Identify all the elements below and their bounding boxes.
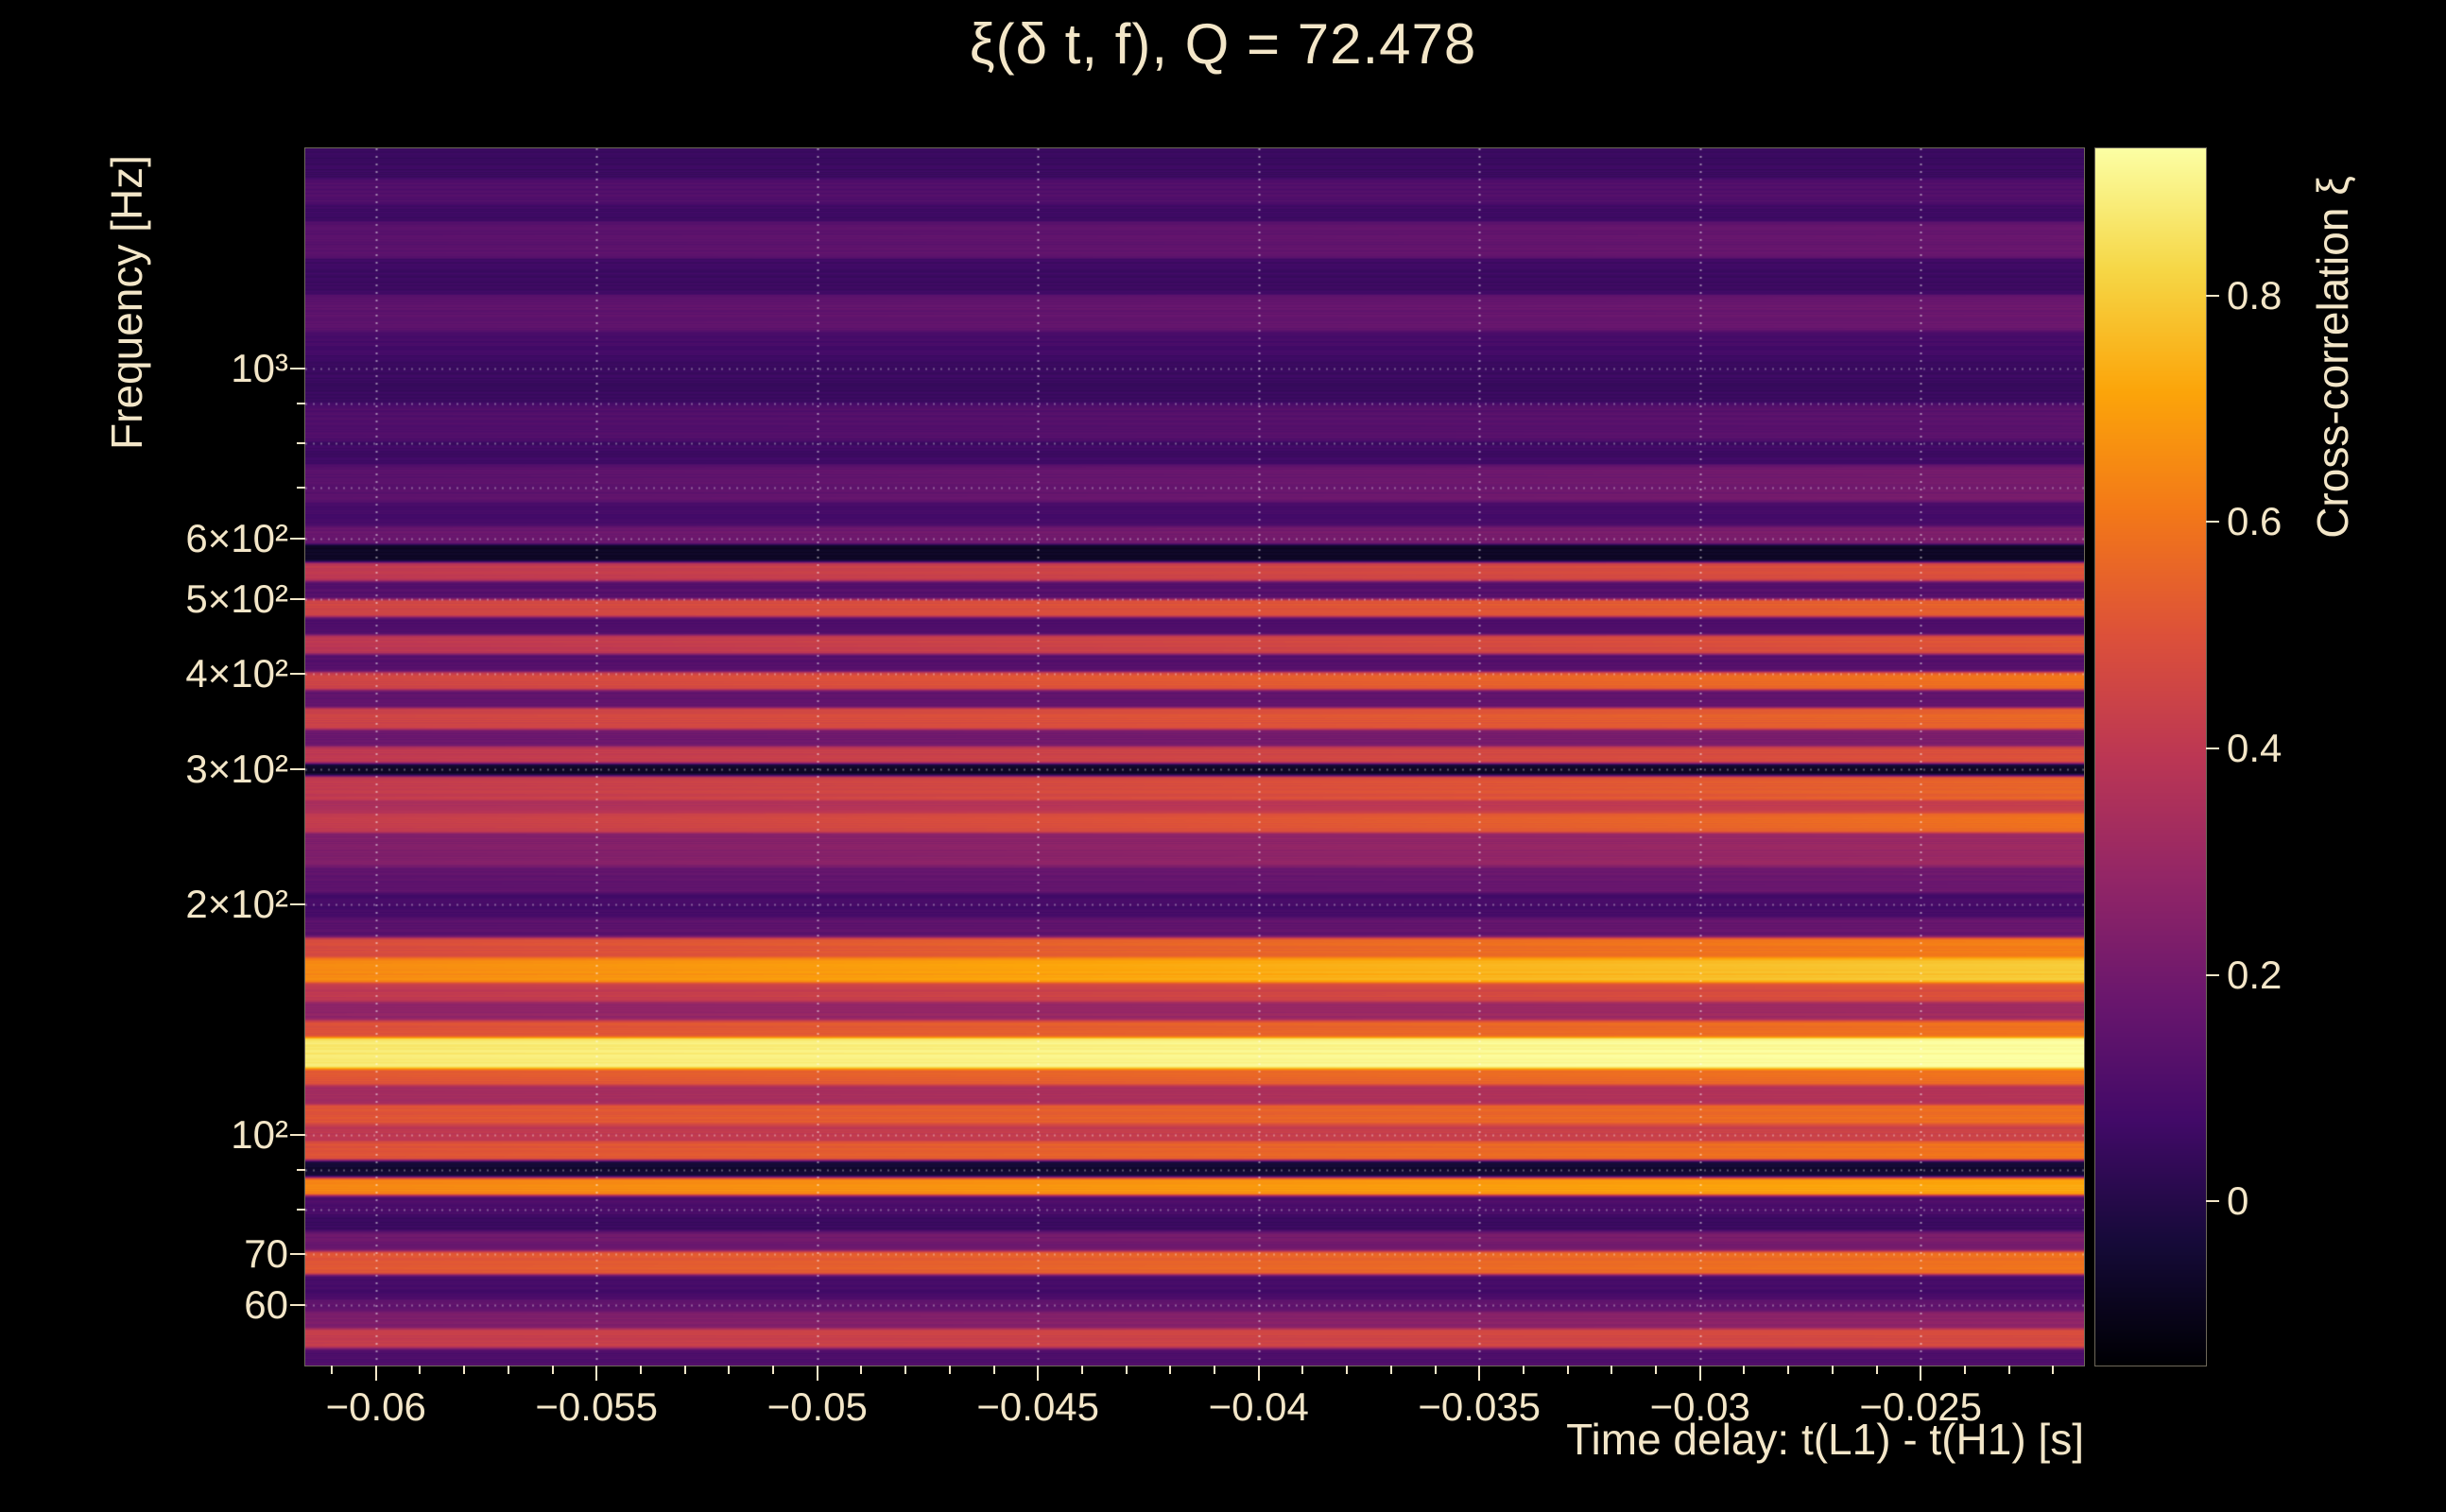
x-minor-tick [728, 1366, 731, 1374]
colorbar-tick [2206, 747, 2219, 749]
x-minor-tick [507, 1366, 509, 1374]
x-minor-tick [1655, 1366, 1657, 1374]
x-minor-tick [419, 1366, 422, 1374]
x-major-tick [816, 1366, 818, 1381]
x-major-tick [1257, 1366, 1260, 1381]
y-axis-label: Frequency [Hz] [102, 155, 151, 450]
x-minor-tick [860, 1366, 863, 1374]
y-major-tick [290, 1252, 305, 1255]
x-minor-tick [1346, 1366, 1349, 1374]
x-axis-label: Time delay: t(L1) - t(H1) [s] [1566, 1415, 2084, 1464]
x-minor-tick [463, 1366, 466, 1374]
x-minor-tick [1434, 1366, 1437, 1374]
x-minor-tick [1389, 1366, 1392, 1374]
y-major-tick [290, 672, 305, 675]
colorbar-tick-label: 0.8 [2227, 272, 2282, 318]
x-major-tick [1698, 1366, 1701, 1381]
x-major-tick [1037, 1366, 1040, 1381]
x-minor-tick [2052, 1366, 2055, 1374]
x-tick-label: −0.05 [767, 1384, 868, 1429]
x-minor-tick [1080, 1366, 1083, 1374]
x-minor-tick [1214, 1366, 1215, 1374]
x-minor-tick [1566, 1366, 1569, 1374]
colorbar-label: Cross-correlation ξ [2308, 176, 2357, 539]
x-tick-label: −0.04 [1208, 1384, 1309, 1429]
y-minor-tick [297, 403, 305, 405]
colorbar-tick-label: 0.4 [2227, 726, 2282, 770]
x-tick-label: −0.045 [976, 1384, 1100, 1429]
y-major-tick [290, 598, 305, 601]
x-major-tick [1478, 1366, 1481, 1381]
y-tick-label: 3×10² [185, 747, 288, 792]
y-minor-tick [297, 441, 305, 444]
x-minor-tick [331, 1366, 334, 1374]
y-major-tick [290, 538, 305, 541]
x-tick-label: −0.03 [1649, 1384, 1750, 1429]
colorbar-tick [2206, 521, 2219, 524]
y-tick-label: 2×10² [185, 881, 288, 926]
x-tick-label: −0.06 [325, 1384, 426, 1429]
colorbar-tick [2206, 1200, 2219, 1203]
x-tick-label: −0.035 [1418, 1384, 1542, 1429]
x-minor-tick [1743, 1366, 1746, 1374]
colorbar-tick-label: 0.6 [2227, 499, 2282, 544]
x-minor-tick [1125, 1366, 1128, 1374]
y-tick-label: 10² [231, 1111, 288, 1157]
x-minor-tick [2007, 1366, 2010, 1374]
y-major-tick [290, 1303, 305, 1306]
y-tick-label: 5×10² [185, 576, 288, 622]
x-major-tick [595, 1366, 598, 1381]
x-major-tick [1920, 1366, 1922, 1381]
x-minor-tick [992, 1366, 995, 1374]
x-minor-tick [551, 1366, 554, 1374]
x-major-tick [374, 1366, 377, 1381]
x-tick-label: −0.025 [1859, 1384, 1983, 1429]
x-minor-tick [683, 1366, 686, 1374]
y-major-tick [290, 1133, 305, 1136]
y-tick-label: 60 [244, 1281, 288, 1327]
x-minor-tick [1831, 1366, 1834, 1374]
y-major-tick [290, 902, 305, 905]
heatmap-canvas [305, 148, 2084, 1366]
y-minor-tick [297, 1169, 305, 1172]
x-minor-tick [948, 1366, 951, 1374]
chart-title: ξ(δ t, f), Q = 72.478 [969, 12, 1477, 76]
y-tick-label: 10³ [231, 346, 288, 391]
y-minor-tick [297, 486, 305, 489]
y-tick-label: 4×10² [185, 650, 288, 696]
x-minor-tick [772, 1366, 775, 1374]
y-tick-label: 70 [244, 1230, 288, 1276]
colorbar-tick-label: 0.2 [2227, 952, 2282, 997]
x-minor-tick [1875, 1366, 1878, 1374]
x-minor-tick [1963, 1366, 1966, 1374]
y-major-tick [290, 768, 305, 771]
x-minor-tick [1169, 1366, 1172, 1374]
x-minor-tick [904, 1366, 907, 1374]
x-minor-tick [1611, 1366, 1613, 1374]
y-tick-label: 6×10² [185, 516, 288, 561]
colorbar-tick-label: 0 [2227, 1178, 2249, 1224]
y-major-tick [290, 368, 305, 370]
x-minor-tick [1522, 1366, 1524, 1374]
colorbar-tick [2206, 973, 2219, 976]
y-minor-tick [297, 1208, 305, 1211]
x-minor-tick [1301, 1366, 1304, 1374]
x-minor-tick [1787, 1366, 1790, 1374]
colorbar-tick [2206, 294, 2219, 297]
x-minor-tick [639, 1366, 642, 1374]
x-tick-label: −0.055 [535, 1384, 659, 1429]
colorbar-gradient [2095, 148, 2206, 1366]
